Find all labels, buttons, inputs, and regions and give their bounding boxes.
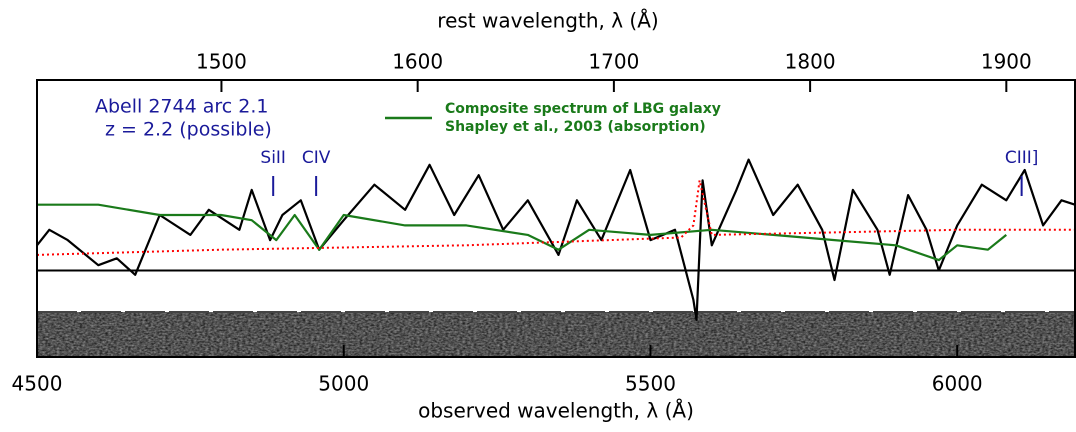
spectrum-line [36, 179, 1075, 256]
annotation: z = 2.2 (possible) [105, 119, 272, 141]
x-tick-label: 5000 [318, 372, 369, 396]
line-label: CIV [302, 148, 331, 168]
x2-tick-label: 1800 [785, 50, 836, 74]
x2-tick-label: 1500 [196, 50, 247, 74]
spectrum-2d-noise [37, 312, 1075, 356]
x-tick-label: 4500 [12, 372, 63, 396]
x2-tick-label: 1600 [392, 50, 443, 74]
legend-label: Composite spectrum of LBG galaxy [445, 101, 721, 117]
line-label: CIII] [1005, 148, 1039, 168]
spectrum-line [36, 158, 1076, 321]
line-label: SiII [260, 148, 286, 168]
x-tick-label: 6000 [932, 372, 983, 396]
spectrum-line [37, 203, 1007, 262]
legend-note: Shapley et al., 2003 (absorption) [445, 119, 706, 135]
x2-tick-label: 1700 [588, 50, 639, 74]
x-axis-title: observed wavelength, λ (Å) [418, 399, 694, 423]
annotation: Abell 2744 arc 2.1 [95, 96, 268, 118]
x2-tick-label: 1900 [981, 50, 1032, 74]
x-tick-label: 5500 [625, 372, 676, 396]
x2-axis-title: rest wavelength, λ (Å) [437, 9, 658, 33]
plot-frame [36, 79, 1076, 358]
